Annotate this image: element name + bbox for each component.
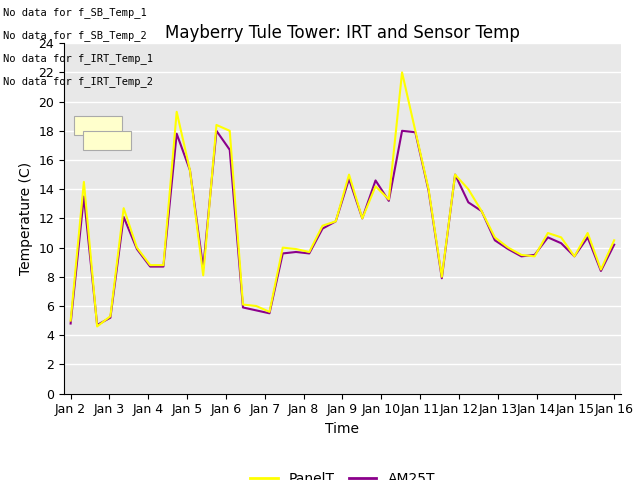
Y-axis label: Temperature (C): Temperature (C) [19, 162, 33, 275]
Text: No data for f_SB_Temp_1: No data for f_SB_Temp_1 [3, 7, 147, 18]
Title: Mayberry Tule Tower: IRT and Sensor Temp: Mayberry Tule Tower: IRT and Sensor Temp [165, 24, 520, 42]
Text: No data for f_IRT_Temp_2: No data for f_IRT_Temp_2 [3, 76, 153, 87]
Text: No data for f_IRT_Temp_1: No data for f_IRT_Temp_1 [3, 53, 153, 64]
X-axis label: Time: Time [325, 422, 360, 436]
Text: Temp_1: Temp_1 [76, 121, 110, 131]
Text: No data for f_SB_Temp_2: No data for f_SB_Temp_2 [3, 30, 147, 41]
Legend: PanelT, AM25T: PanelT, AM25T [244, 467, 440, 480]
Text: MB_Tole: MB_Tole [85, 136, 126, 145]
